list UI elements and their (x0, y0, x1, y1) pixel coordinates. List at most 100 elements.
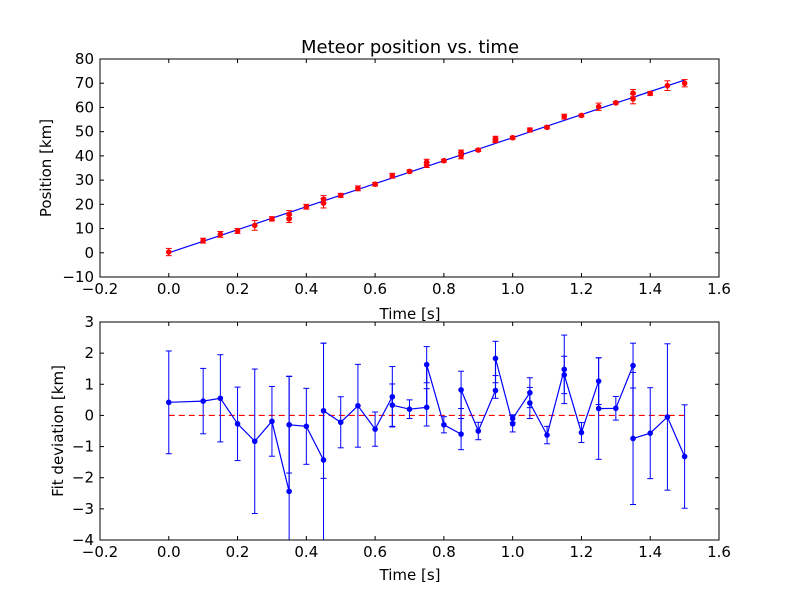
deviation-chart-axes: −0.2 0.0 0.2 0.4 0.6 0.8 1.0 1.2 1.4 1.6 −4 −3 −2 −1 0… (72, 313, 731, 561)
position-chart-marks (165, 79, 688, 257)
data-point (595, 103, 602, 110)
data-point (286, 216, 292, 222)
y-tick-label: 2 (84, 344, 94, 362)
deviation-series-group (165, 334, 688, 540)
deviation-point (458, 387, 464, 393)
deviation-point (595, 405, 602, 412)
y-tick-label: 20 (75, 195, 94, 213)
data-point (561, 113, 568, 120)
deviation-point (286, 421, 292, 428)
deviation-point (269, 418, 275, 425)
deviation-point (613, 405, 619, 412)
deviation-point (355, 402, 361, 409)
deviation-point (320, 407, 327, 414)
deviation-point (492, 387, 499, 394)
deviation-point (217, 395, 224, 402)
deviation-point (458, 431, 464, 437)
deviation-point (681, 453, 688, 460)
deviation-point (389, 402, 396, 408)
data-point (630, 90, 636, 96)
data-point (337, 192, 344, 199)
deviation-point (527, 389, 533, 396)
x-tick-label: 0.6 (363, 280, 387, 298)
deviation-point (664, 414, 671, 420)
data-point (681, 80, 688, 87)
y-tick-label: 70 (75, 74, 94, 92)
data-point (217, 231, 224, 238)
x-tick-label: 0.2 (226, 280, 250, 298)
y-tick-label: −10 (62, 268, 94, 286)
deviation-point (234, 421, 241, 427)
deviation-point (527, 400, 533, 406)
x-tick-label: 0.4 (294, 280, 318, 298)
y-tick-label: −2 (72, 469, 94, 487)
data-point (165, 249, 172, 255)
y-tick-label: 60 (75, 98, 94, 116)
y-tick-label: 0 (84, 406, 94, 424)
x-tick-label: 0.8 (432, 543, 456, 561)
data-point (423, 162, 430, 168)
deviation-point (561, 372, 568, 378)
deviation-point (389, 393, 396, 400)
x-tick-label: 0.6 (363, 543, 387, 561)
data-point (303, 203, 310, 210)
data-point (200, 237, 206, 244)
data-point (492, 137, 499, 144)
position-y-axis-label: Position [km] (37, 119, 55, 217)
position-chart-title: Meteor position vs. time (301, 37, 519, 58)
x-tick-label: 0.8 (432, 280, 456, 298)
x-tick-label: 0.0 (157, 543, 181, 561)
position-plot-frame (99, 58, 720, 278)
deviation-point (595, 378, 602, 384)
deviation-plot-area (100, 322, 719, 540)
data-point (320, 196, 327, 203)
data-point (406, 168, 413, 175)
position-chart: Meteor position vs. time −0.2 0.0 0.2 0.4 0.… (37, 37, 731, 323)
data-point (647, 90, 654, 97)
deviation-point (630, 362, 636, 369)
deviation-y-axis-label: Fit deviation [km] (49, 365, 67, 497)
position-x-axis-label: Time [s] (379, 305, 441, 323)
deviation-point (578, 429, 585, 436)
deviation-plot-frame (99, 321, 720, 541)
deviation-point (423, 361, 430, 368)
data-point (269, 216, 275, 222)
x-tick-label: −0.2 (82, 280, 118, 298)
data-point (441, 157, 447, 164)
y-tick-label: 80 (75, 50, 94, 68)
deviation-point (372, 426, 378, 432)
deviation-point (165, 399, 172, 406)
data-point (509, 134, 516, 141)
data-point (372, 181, 378, 188)
x-tick-label: 1.4 (638, 280, 662, 298)
y-tick-label: 40 (75, 147, 94, 165)
y-tick-label: −1 (72, 438, 94, 456)
data-point (664, 82, 671, 89)
deviation-point (251, 438, 258, 445)
deviation-point (544, 432, 550, 438)
deviation-point (475, 428, 482, 434)
x-tick-label: 1.0 (501, 280, 525, 298)
data-point (475, 147, 482, 153)
data-point (458, 149, 464, 156)
x-tick-label: 1.0 (501, 543, 525, 561)
deviation-point (441, 421, 447, 428)
data-point (630, 96, 636, 102)
deviation-point (303, 423, 310, 430)
deviation-point (423, 404, 430, 411)
x-tick-label: 1.6 (707, 280, 731, 298)
deviation-point (509, 421, 516, 427)
position-chart-axes: −0.2 0.0 0.2 0.4 0.6 0.8 1.0 1.2 1.4 1.6 −10 0 10 20 3… (62, 50, 731, 298)
data-point (613, 100, 619, 106)
data-point (544, 124, 550, 131)
deviation-point (337, 419, 344, 426)
y-tick-label: −4 (72, 531, 94, 549)
data-point (389, 172, 396, 179)
data-point (355, 185, 361, 192)
y-tick-label: −3 (72, 500, 94, 518)
deviation-point (320, 457, 327, 463)
y-tick-label: 0 (84, 244, 94, 262)
deviation-point (647, 430, 654, 436)
deviation-point (286, 488, 292, 495)
